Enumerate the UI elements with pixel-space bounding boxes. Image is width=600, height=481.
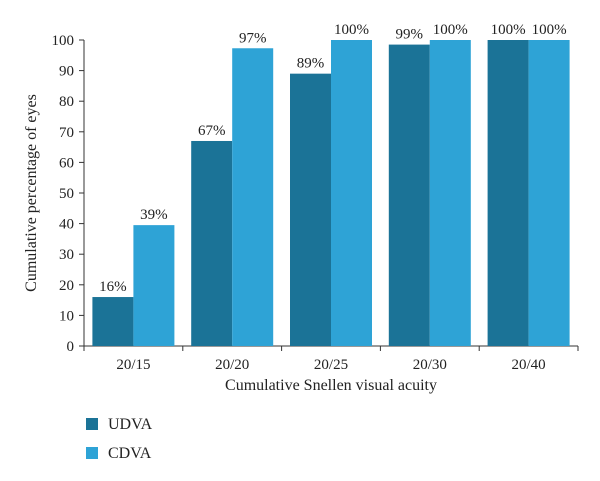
y-tick-label: 70 — [59, 125, 74, 141]
bar-udva — [92, 297, 134, 346]
y-tick-label: 30 — [59, 247, 74, 263]
bar-udva — [487, 40, 529, 346]
y-tick-label: 50 — [59, 186, 74, 202]
x-tick-label: 20/25 — [314, 357, 348, 373]
data-label-cdva: 97% — [239, 30, 267, 46]
bar-cdva — [133, 225, 175, 346]
legend: UDVA CDVA — [86, 416, 153, 462]
y-tick-label: 80 — [59, 94, 74, 110]
y-tick-label: 20 — [59, 278, 74, 294]
x-tick-label: 20/15 — [116, 357, 150, 373]
y-tick-label: 40 — [59, 217, 74, 233]
x-axis: 20/15 20/20 20/25 20/30 20/40 — [83, 345, 579, 373]
y-tick-label: 0 — [67, 339, 75, 355]
legend-swatch-cdva — [86, 447, 98, 459]
y-tick-label: 60 — [59, 155, 74, 171]
y-tick-label: 100 — [52, 33, 75, 49]
bar-cdva — [331, 40, 372, 346]
data-label-cdva: 100% — [334, 22, 369, 38]
bars — [92, 40, 570, 347]
legend-label-cdva: CDVA — [108, 445, 152, 462]
x-tick-label: 20/40 — [512, 357, 546, 373]
legend-swatch-udva — [86, 418, 98, 430]
legend-label-udva: UDVA — [108, 416, 153, 433]
y-tick-label: 90 — [59, 64, 74, 80]
x-tick-label: 20/30 — [413, 357, 447, 373]
bar-cdva — [429, 40, 471, 346]
data-label-udva: 100% — [491, 22, 526, 38]
x-axis-title: Cumulative Snellen visual acuity — [225, 377, 437, 394]
data-label-udva: 67% — [198, 123, 226, 139]
x-tick-label: 20/20 — [215, 357, 249, 373]
y-axis-title: Cumulative percentage of eyes — [23, 94, 40, 292]
bar-cdva — [232, 48, 274, 347]
data-label-udva: 99% — [396, 27, 424, 43]
data-label-cdva: 100% — [433, 22, 468, 38]
data-labels: 16% 67% 89% 99% 100% 39% 97% 100% 100% 100% — [99, 22, 566, 295]
bar-udva — [388, 44, 430, 347]
bar-udva — [191, 140, 233, 346]
y-axis: 0 10 20 30 40 50 60 70 80 90 100 — [52, 33, 85, 355]
data-label-cdva: 100% — [532, 22, 567, 38]
bar-udva — [290, 73, 331, 346]
data-label-udva: 89% — [297, 56, 325, 72]
data-label-udva: 16% — [99, 279, 127, 295]
data-label-cdva: 39% — [140, 207, 168, 223]
y-tick-label: 10 — [59, 308, 74, 324]
bar-cdva — [528, 40, 570, 346]
